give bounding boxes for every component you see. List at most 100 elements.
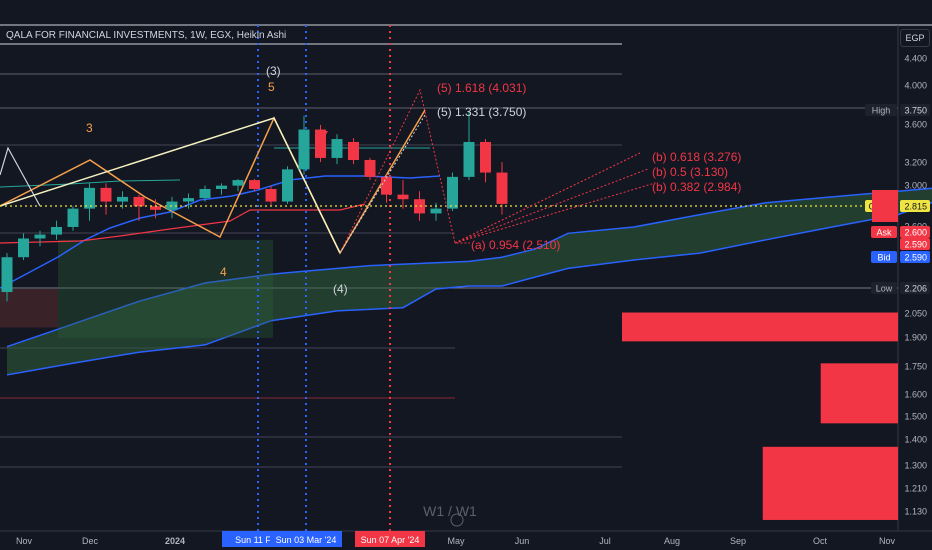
- price-tag-label: Low: [876, 284, 893, 294]
- candle-body: [216, 185, 227, 189]
- fib-label: (b) 0.618 (3.276): [652, 150, 741, 164]
- watermark-text: W1 / W1: [423, 503, 477, 519]
- price-tick-label: 1.210: [904, 484, 927, 494]
- candle-body: [298, 129, 310, 170]
- candle-body: [183, 198, 194, 202]
- price-tick-label: 4.400: [904, 54, 927, 64]
- price-tick-label: 1.600: [904, 390, 927, 400]
- candle-body: [397, 194, 409, 200]
- watermark-icon: [450, 513, 464, 527]
- candle-body: [414, 199, 425, 214]
- candle-body: [348, 141, 359, 160]
- wave-label: (4): [333, 282, 348, 296]
- time-tick-label: Oct: [813, 536, 828, 546]
- fib-label: (5) 1.331 (3.750): [437, 105, 526, 119]
- projection-line-white: [339, 114, 426, 254]
- price-tag-value-bg: [900, 200, 930, 212]
- price-tick-label: 1.300: [904, 461, 927, 471]
- wave-label: 3: [86, 121, 93, 135]
- cloud-red-box: [0, 288, 58, 328]
- price-tag-value: 3.750: [904, 106, 927, 116]
- fib-label: (b) 0.382 (2.984): [652, 180, 741, 194]
- volume-profile-current-bar: [872, 190, 898, 222]
- volume-profile-bar: [820, 363, 898, 424]
- candle-body: [84, 187, 95, 209]
- price-tag-label: Ask: [876, 228, 892, 238]
- candle-body: [381, 176, 392, 195]
- candle-body: [249, 180, 260, 189]
- price-tick-label: 1.400: [904, 435, 927, 445]
- highlighted-date-label: Sun 11 Feb: [235, 535, 281, 545]
- candle-body: [67, 208, 79, 227]
- candle-body: [133, 196, 145, 207]
- fib-label: (5) 1.618 (4.031): [437, 81, 526, 95]
- time-tick-label: Aug: [664, 536, 680, 546]
- price-tick-label: 1.130: [904, 507, 927, 517]
- highlighted-date-label: Sun 03 Mar '24: [276, 535, 337, 545]
- candle-body: [232, 180, 244, 186]
- price-tag-label-bg: [871, 226, 897, 238]
- time-tick-label: Jun: [515, 536, 530, 546]
- candle-body: [117, 196, 128, 202]
- price-tag-value-bg: [900, 238, 930, 250]
- candle-body: [1, 257, 13, 293]
- candle-body: [18, 238, 29, 258]
- fib-label: (a) 0.954 (2.510): [471, 238, 560, 252]
- highlighted-date-label: Sun 07 Apr '24: [361, 535, 420, 545]
- green-level-line: [0, 179, 181, 188]
- highlighted-date-bg: [355, 531, 425, 547]
- elliott-wave-white: [0, 117, 341, 254]
- signal-triangle-icon: [318, 131, 328, 140]
- wave-label: 5: [268, 80, 275, 94]
- cloud-area: [7, 188, 932, 375]
- price-tag-value: 2.815: [904, 202, 927, 212]
- candle-body: [447, 176, 458, 209]
- cloud-upper-line: [6, 187, 932, 348]
- price-tag-label: Bid: [877, 253, 890, 263]
- time-tick-label: 2024: [165, 536, 185, 546]
- price-tick-label: 1.500: [904, 412, 927, 422]
- currency-button[interactable]: EGP: [900, 29, 930, 47]
- candle-body: [34, 234, 46, 239]
- candle-body: [150, 206, 161, 210]
- moving-average-line: [0, 175, 441, 289]
- price-tick-label: 3.600: [904, 120, 927, 130]
- candle-body: [100, 187, 112, 202]
- price-tick-label: 1.750: [904, 362, 927, 372]
- price-tick-label: 4.000: [904, 81, 927, 91]
- price-tag-label-bg: [871, 251, 897, 263]
- price-tick-label: 2.050: [904, 309, 927, 319]
- price-tag-value: 2.590: [904, 240, 927, 250]
- chart-title: QALA FOR FINANCIAL INVESTMENTS, 1W, EGX,…: [6, 30, 287, 41]
- candle-body: [364, 159, 376, 177]
- price-tag-label: High: [872, 106, 891, 116]
- fib-label: (b) 0.5 (3.130): [652, 165, 728, 179]
- price-tag-value: 2.206: [904, 284, 927, 294]
- price-tag-value-bg: [900, 282, 930, 294]
- price-tag-value-bg: [900, 226, 930, 238]
- price-tag-value: 2.590: [904, 253, 927, 263]
- candle-body: [331, 139, 343, 158]
- time-tick-label: Jul: [599, 536, 611, 546]
- candle-body: [430, 208, 442, 214]
- wave-label: 4: [220, 265, 227, 279]
- fib-projection-line: [454, 168, 649, 244]
- candle-body: [315, 129, 326, 158]
- elliott-wave-orange: [0, 109, 426, 255]
- wave-label: (3): [266, 64, 281, 78]
- cloud-shadow-box: [58, 239, 273, 338]
- fib-projection-line: [454, 182, 656, 244]
- candle-body: [480, 141, 491, 173]
- volume-profile-bar: [622, 312, 898, 342]
- highlighted-date-bg: [270, 531, 342, 547]
- candle-body: [282, 169, 293, 202]
- price-tag-value: 2.600: [904, 228, 927, 238]
- candle-body: [199, 188, 211, 199]
- candle-body: [166, 201, 178, 210]
- price-tag-value-bg: [900, 104, 930, 116]
- price-tick-label: 3.000: [904, 181, 927, 191]
- price-tag-label-bg: [871, 282, 897, 294]
- volume-profile-bar: [762, 446, 898, 520]
- fib-projection-line: [339, 88, 470, 254]
